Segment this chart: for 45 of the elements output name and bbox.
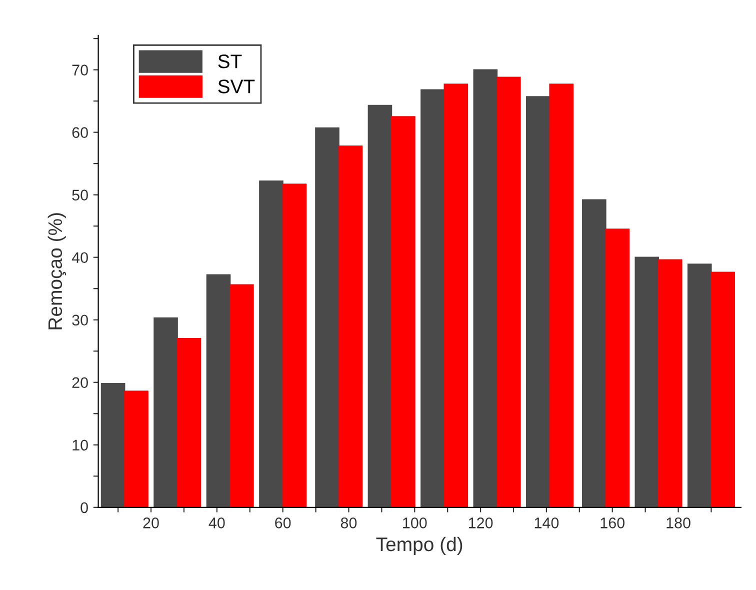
- bar: [658, 259, 682, 508]
- bar: [282, 184, 307, 508]
- x-tick-label: 60: [275, 518, 291, 528]
- x-tick-label: 100: [403, 518, 427, 528]
- y-tick-label: 0: [80, 502, 88, 514]
- bar: [526, 96, 550, 508]
- bar: [444, 84, 468, 508]
- bar: [176, 338, 202, 508]
- bar: [338, 146, 363, 508]
- y-tick-label: 70: [72, 64, 88, 76]
- bar: [368, 104, 392, 508]
- bar: [315, 127, 340, 508]
- bar: [605, 228, 630, 508]
- bar: [154, 317, 178, 508]
- bar: [100, 383, 126, 508]
- bar: [230, 284, 254, 508]
- bar: [124, 390, 148, 508]
- x-tick-label: 120: [468, 518, 493, 528]
- bar: [473, 69, 498, 508]
- bar: [549, 84, 574, 508]
- bar: [420, 89, 445, 508]
- x-tick-label: 80: [340, 518, 357, 528]
- x-tick-label: 180: [666, 518, 690, 528]
- bar: [206, 274, 231, 508]
- y-tick-label: 20: [72, 377, 88, 388]
- x-tick-label: 140: [534, 518, 559, 528]
- bar: [582, 199, 606, 508]
- y-tick-label: 30: [72, 314, 88, 326]
- y-tick-label: 50: [72, 190, 88, 201]
- y-tick-label: 40: [72, 252, 88, 264]
- y-axis-title: Remoçao (%): [48, 213, 66, 330]
- bar: [391, 116, 416, 508]
- bar: [634, 256, 660, 508]
- bar: [710, 272, 735, 508]
- legend-label: SVT: [218, 80, 255, 94]
- x-tick-label: 160: [600, 518, 625, 528]
- bar: [687, 264, 712, 508]
- bar: [496, 76, 521, 508]
- y-tick-label: 60: [72, 127, 88, 138]
- legend-label: ST: [218, 54, 242, 68]
- x-tick-label: 20: [143, 518, 159, 528]
- x-axis-title: Tempo (d): [376, 536, 462, 556]
- x-tick-label: 40: [208, 518, 225, 528]
- bar: [259, 180, 284, 508]
- y-tick-label: 10: [72, 440, 88, 451]
